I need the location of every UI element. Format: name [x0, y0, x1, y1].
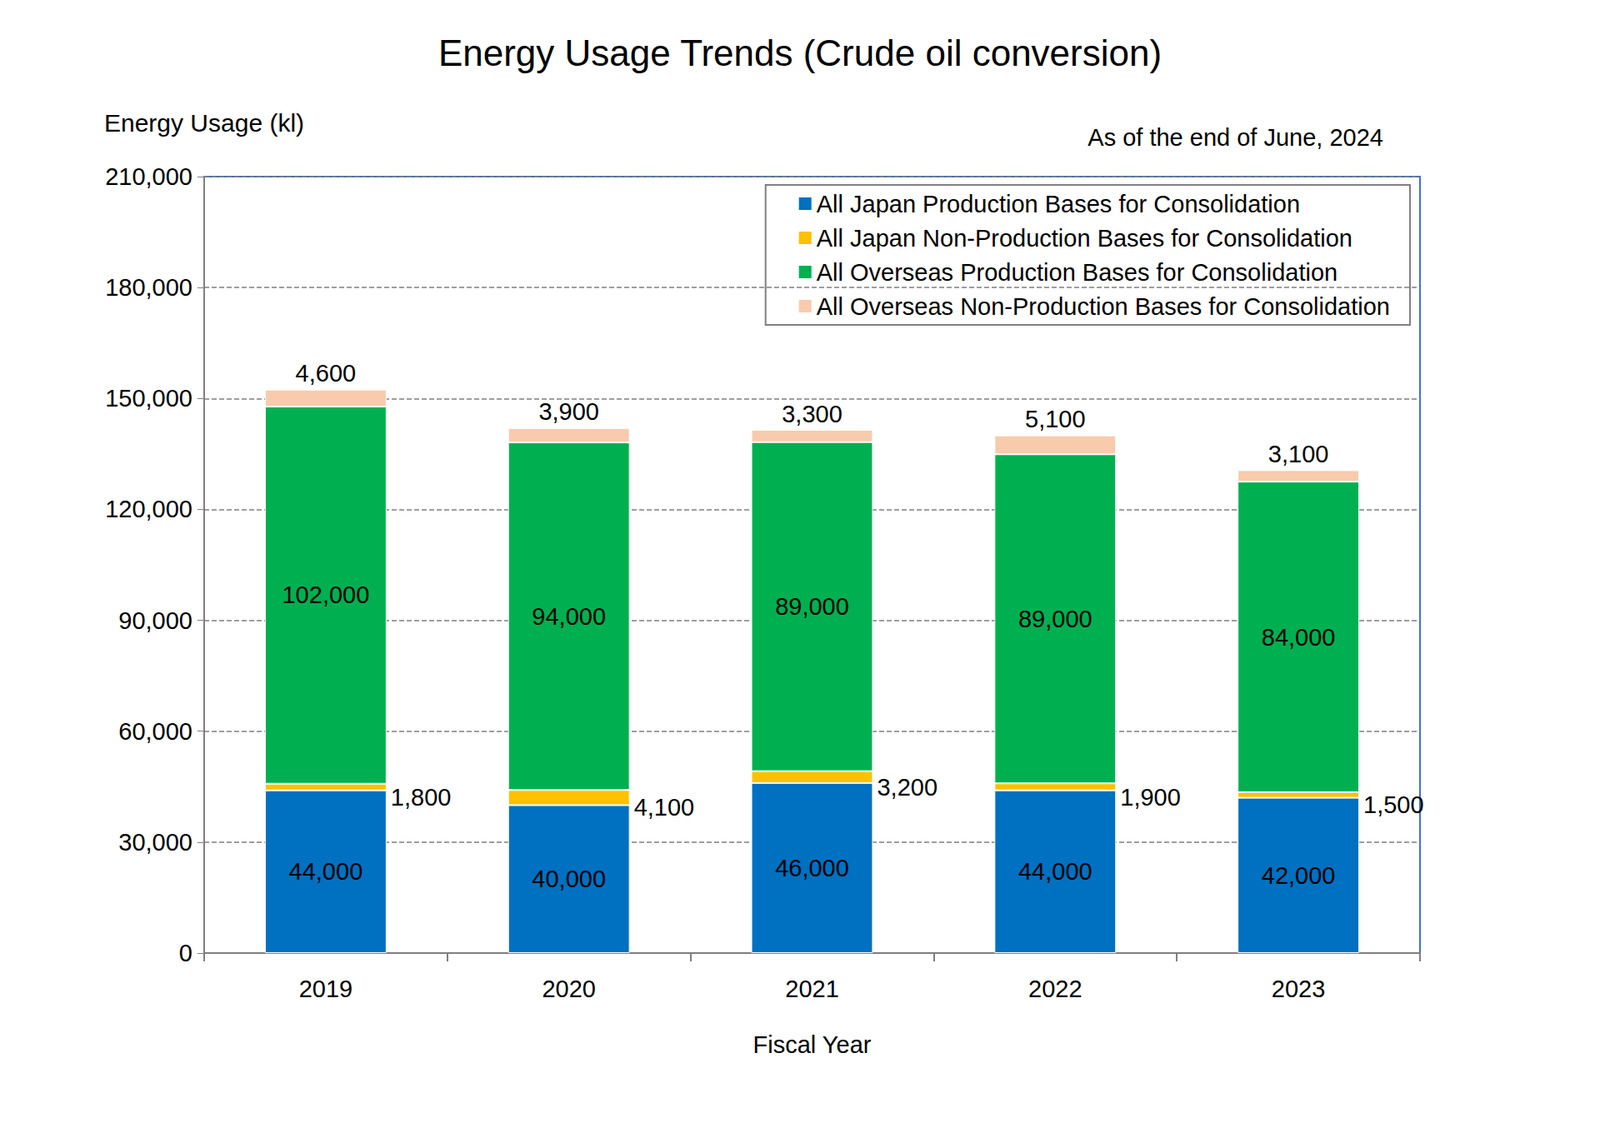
- svg-text:4,600: 4,600: [295, 360, 357, 387]
- svg-text:46,000: 46,000: [775, 855, 850, 882]
- svg-text:3,100: 3,100: [1268, 440, 1330, 468]
- svg-text:4,100: 4,100: [634, 794, 695, 821]
- svg-text:Fiscal Year: Fiscal Year: [753, 1031, 872, 1059]
- svg-text:44,000: 44,000: [289, 858, 364, 885]
- svg-text:Energy Usage Trends (Crude oil: Energy Usage Trends (Crude oil conversio…: [438, 32, 1162, 74]
- svg-text:1,800: 1,800: [390, 784, 452, 811]
- svg-text:5,100: 5,100: [1025, 405, 1086, 433]
- svg-text:60,000: 60,000: [118, 718, 193, 745]
- svg-text:2021: 2021: [785, 975, 840, 1003]
- svg-text:40,000: 40,000: [531, 865, 606, 893]
- svg-text:42,000: 42,000: [1261, 862, 1336, 890]
- svg-text:2022: 2022: [1028, 975, 1083, 1003]
- svg-text:30,000: 30,000: [118, 829, 193, 856]
- svg-text:2020: 2020: [541, 975, 596, 1003]
- svg-text:0: 0: [179, 940, 193, 967]
- svg-text:2023: 2023: [1271, 975, 1326, 1003]
- svg-text:120,000: 120,000: [105, 495, 193, 523]
- svg-text:All Japan Production Bases for: All Japan Production Bases for Consolida…: [816, 190, 1300, 218]
- svg-text:1,900: 1,900: [1120, 784, 1181, 811]
- svg-text:As of the end of June, 2024: As of the end of June, 2024: [1087, 124, 1384, 151]
- svg-text:90,000: 90,000: [118, 607, 193, 635]
- svg-text:3,300: 3,300: [781, 400, 843, 428]
- svg-text:3,900: 3,900: [538, 398, 600, 425]
- svg-text:Energy Usage (kl): Energy Usage (kl): [104, 109, 305, 137]
- svg-text:All Overseas Production Bases: All Overseas Production Bases for Consol…: [816, 259, 1338, 286]
- svg-text:94,000: 94,000: [531, 603, 606, 630]
- svg-text:44,000: 44,000: [1018, 858, 1093, 885]
- svg-text:89,000: 89,000: [1018, 605, 1093, 633]
- svg-text:102,000: 102,000: [281, 581, 370, 609]
- svg-text:89,000: 89,000: [775, 593, 850, 620]
- svg-text:3,200: 3,200: [876, 774, 938, 801]
- svg-text:180,000: 180,000: [105, 274, 193, 301]
- svg-text:150,000: 150,000: [105, 385, 193, 412]
- svg-text:210,000: 210,000: [105, 163, 193, 190]
- svg-text:84,000: 84,000: [1261, 624, 1336, 651]
- svg-text:All Overseas Non-Production Ba: All Overseas Non-Production Bases for Co…: [816, 293, 1390, 320]
- svg-text:2019: 2019: [299, 975, 354, 1003]
- svg-text:1,500: 1,500: [1363, 791, 1425, 819]
- svg-text:All Japan Non-Production Bases: All Japan Non-Production Bases for Conso…: [816, 225, 1353, 252]
